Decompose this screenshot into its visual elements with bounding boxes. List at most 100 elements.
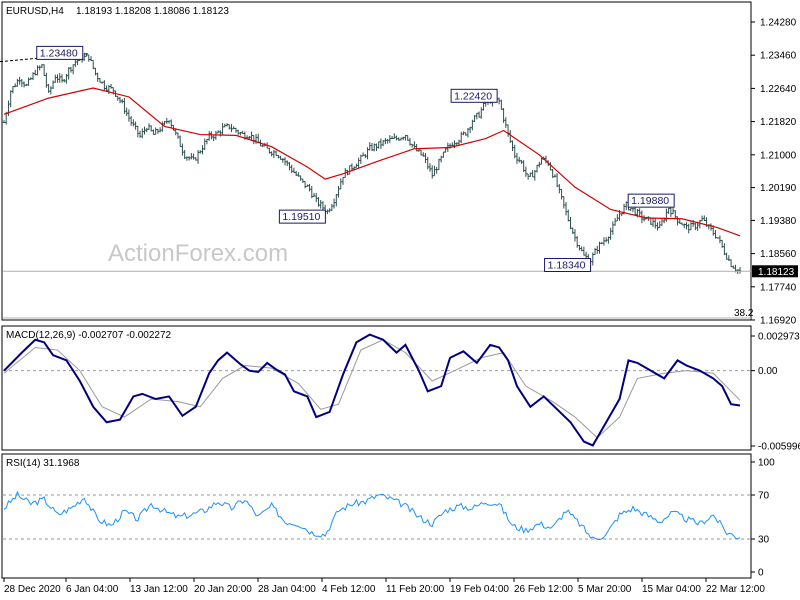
price-bar	[368, 142, 371, 151]
price-bar	[152, 129, 155, 135]
price-bar	[183, 149, 186, 159]
price-bar	[602, 237, 606, 246]
price-bar	[141, 128, 144, 139]
price-bar	[533, 170, 537, 181]
price-bar	[303, 180, 307, 189]
price-bar	[42, 64, 46, 76]
rsi-header: RSI(14) 31.1968	[6, 458, 80, 469]
price-bar	[92, 59, 95, 70]
price-bar	[127, 109, 131, 122]
price-bar	[660, 218, 664, 226]
price-bar	[145, 127, 148, 133]
price-bar	[665, 208, 668, 222]
swing-annotation-box	[36, 45, 84, 60]
price-bar	[212, 135, 215, 142]
price-bar	[203, 138, 206, 151]
price-bar	[377, 141, 380, 149]
price-bar	[457, 139, 461, 145]
price-bar	[96, 72, 99, 82]
price-bar	[451, 142, 454, 147]
price-bar	[408, 137, 412, 146]
price-bar	[419, 149, 423, 156]
price-bar	[531, 170, 534, 178]
price-bar	[573, 229, 577, 242]
price-bar	[56, 74, 59, 83]
price-bar	[720, 239, 724, 248]
price-bar	[444, 148, 447, 153]
price-bar	[47, 83, 50, 93]
price-bar	[526, 173, 530, 180]
price-bar	[649, 217, 652, 225]
price-bar	[69, 66, 73, 73]
price-bar	[373, 143, 376, 152]
price-bar	[38, 65, 41, 71]
price-bar	[502, 108, 505, 123]
price-bar	[185, 156, 189, 161]
main-header-symbol: EURUSD,H4	[6, 6, 64, 17]
swing-annotation-box	[627, 193, 675, 208]
price-bar	[642, 215, 646, 222]
price-bar	[31, 72, 35, 80]
price-bar	[578, 244, 581, 251]
price-bar	[406, 135, 409, 141]
price-bar	[569, 217, 572, 230]
price-bar	[165, 117, 169, 124]
price-axis-label: 1.20190	[760, 183, 797, 194]
price-bar	[709, 223, 713, 231]
time-axis-label: 28 Dec 2020	[4, 584, 61, 595]
price-bar	[654, 217, 657, 229]
price-bar	[228, 124, 231, 130]
macd-panel-frame	[1, 325, 752, 451]
time-axis-label: 22 Mar 12:00	[706, 584, 765, 595]
price-bar	[410, 143, 414, 148]
price-bar	[274, 150, 278, 156]
price-bar	[364, 153, 367, 159]
price-bar	[58, 73, 61, 83]
price-bar	[671, 207, 675, 215]
price-bar	[613, 217, 617, 226]
price-bar	[103, 80, 106, 91]
price-bar	[638, 208, 641, 217]
price-bar	[337, 185, 340, 198]
watermark: ActionForex.com	[108, 240, 288, 267]
time-axis-label: 5 Mar 20:00	[578, 584, 632, 595]
price-bar	[562, 196, 566, 209]
price-bar	[257, 133, 260, 143]
price-bar	[518, 156, 521, 163]
price-bar	[288, 162, 291, 171]
rsi-line	[3, 490, 741, 541]
price-bar	[631, 207, 635, 213]
price-bar	[656, 222, 659, 231]
current-price-label: 1.18123	[758, 267, 795, 278]
price-bar	[687, 223, 690, 234]
price-bar	[651, 218, 655, 227]
price-bar	[335, 193, 338, 207]
time-axis-label: 4 Feb 12:00	[322, 584, 376, 595]
price-bar	[388, 135, 392, 144]
price-bar	[339, 178, 342, 190]
price-bar	[18, 76, 21, 85]
price-bar	[506, 124, 510, 137]
main-panel-frame	[1, 1, 752, 321]
price-bar	[609, 227, 612, 240]
price-bar	[413, 141, 416, 149]
price-bar	[194, 157, 198, 161]
price-bar	[85, 54, 88, 57]
price-bar	[216, 130, 220, 134]
price-bar	[511, 140, 514, 152]
price-bar	[402, 136, 405, 141]
price-bar	[685, 222, 688, 230]
price-bar	[584, 251, 588, 259]
price-bar	[147, 123, 151, 130]
price-bar	[415, 143, 418, 152]
price-bar	[123, 97, 126, 114]
price-bar	[477, 111, 481, 118]
macd-header: MACD(12,26,9) -0.002707 -0.002272	[6, 330, 172, 341]
price-bar	[156, 128, 160, 134]
price-bar	[132, 119, 135, 127]
price-bar	[564, 202, 568, 216]
price-bar	[268, 147, 271, 154]
price-bar	[439, 155, 443, 163]
price-bar	[290, 164, 293, 173]
